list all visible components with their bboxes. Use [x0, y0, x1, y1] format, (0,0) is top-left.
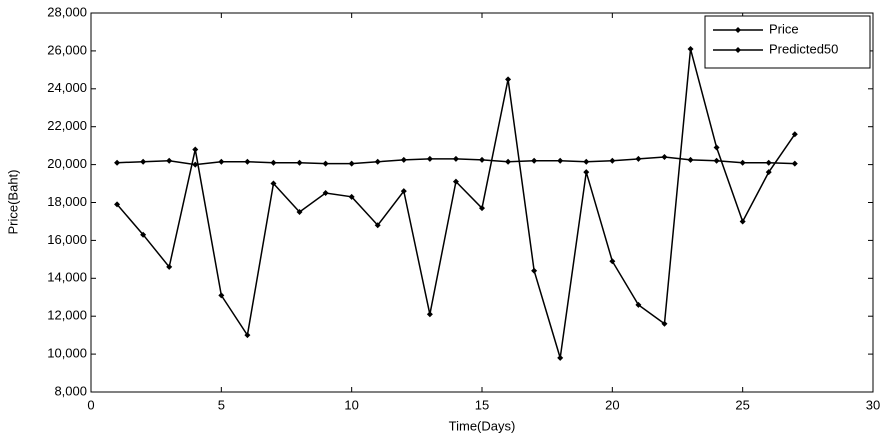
marker [166, 157, 173, 164]
x-tick-label: 20 [605, 397, 619, 412]
y-tick-label: 28,000 [47, 4, 87, 19]
marker [426, 155, 433, 162]
marker [583, 169, 590, 176]
y-axis-label: Price(Baht) [5, 169, 20, 234]
x-tick-label: 30 [866, 397, 880, 412]
marker [765, 159, 772, 166]
marker [661, 320, 668, 327]
marker [322, 190, 329, 197]
y-tick-label: 24,000 [47, 80, 87, 95]
y-tick-label: 22,000 [47, 118, 87, 133]
marker [400, 156, 407, 163]
marker [374, 158, 381, 165]
marker [713, 144, 720, 151]
y-tick-label: 12,000 [47, 308, 87, 323]
marker [192, 146, 199, 153]
marker [739, 218, 746, 225]
marker [505, 158, 512, 165]
legend-marker [735, 47, 741, 53]
plot-area [90, 12, 874, 393]
y-tick-label: 26,000 [47, 42, 87, 57]
x-tick-label: 25 [735, 397, 749, 412]
x-tick-label: 15 [475, 397, 489, 412]
legend-label: Predicted50 [769, 41, 838, 56]
marker [140, 158, 147, 165]
y-tick-label: 8,000 [54, 383, 87, 398]
marker [192, 161, 199, 168]
marker [218, 158, 225, 165]
marker [661, 154, 668, 161]
marker [557, 157, 564, 164]
marker [348, 193, 355, 200]
marker [479, 156, 485, 163]
marker [140, 231, 147, 238]
marker [479, 205, 485, 212]
x-tick-label: 5 [218, 397, 225, 412]
legend-label: Price [769, 21, 799, 36]
marker [114, 159, 121, 166]
marker [374, 222, 381, 229]
marker [505, 76, 512, 83]
y-tick-label: 14,000 [47, 270, 87, 285]
marker [244, 158, 251, 165]
marker [791, 160, 798, 167]
y-tick-label: 10,000 [47, 346, 87, 361]
marker [244, 332, 251, 339]
marker [713, 157, 720, 164]
marker [687, 156, 694, 163]
marker [739, 159, 746, 166]
marker [322, 160, 329, 167]
marker [635, 301, 642, 308]
marker [296, 159, 303, 166]
marker [114, 201, 121, 208]
marker [400, 188, 407, 195]
marker [452, 178, 459, 185]
x-axis-label: Time(Days) [449, 418, 516, 433]
y-tick-label: 20,000 [47, 156, 87, 171]
marker [270, 180, 277, 187]
marker [531, 157, 538, 164]
y-tick-label: 18,000 [47, 194, 87, 209]
marker [452, 155, 459, 162]
legend-marker [735, 27, 741, 33]
marker [426, 311, 433, 318]
marker [557, 354, 564, 361]
x-tick-label: 0 [87, 397, 94, 412]
legend-box [704, 15, 871, 69]
marker [166, 263, 173, 270]
marker [296, 208, 303, 215]
marker [765, 169, 772, 176]
marker [687, 46, 694, 53]
marker [635, 155, 642, 162]
x-tick-label: 10 [344, 397, 358, 412]
marker [583, 158, 590, 165]
marker [348, 160, 355, 167]
marker [609, 157, 616, 164]
y-tick-label: 16,000 [47, 232, 87, 247]
marker [218, 292, 225, 299]
marker [270, 159, 277, 166]
marker [531, 267, 538, 274]
marker [791, 131, 798, 138]
marker [609, 258, 616, 265]
